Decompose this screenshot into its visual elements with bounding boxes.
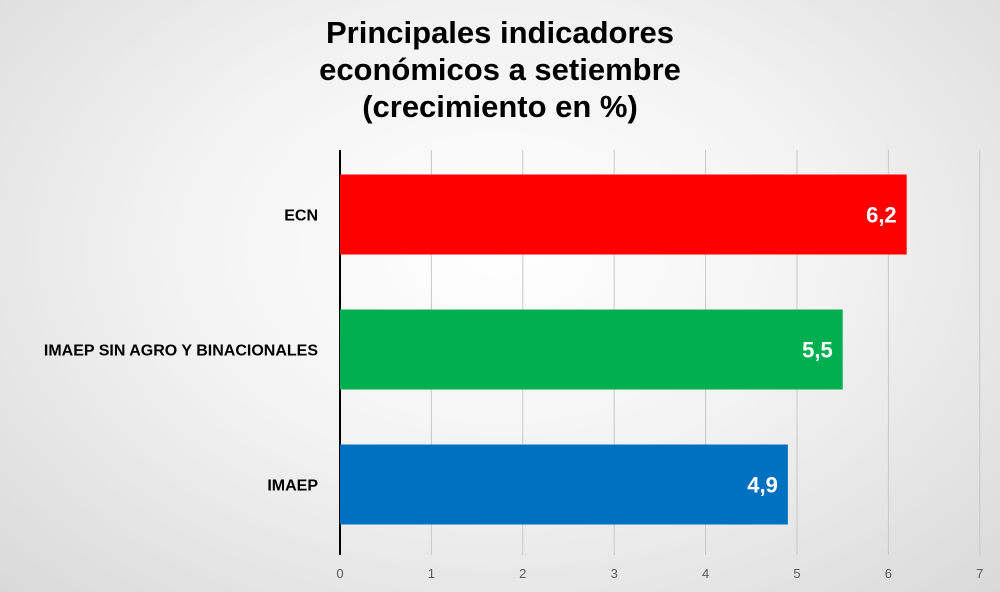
category-label: IMAEP SIN AGRO Y BINACIONALES (44, 343, 318, 360)
x-tick-label: 1 (428, 566, 435, 581)
chart-title-line-3: (crecimiento en %) (362, 89, 638, 124)
category-label: IMAEP (267, 478, 318, 495)
data-label: 6,2 (866, 203, 897, 228)
category-label: ECN (284, 208, 318, 225)
x-tick-label: 0 (336, 566, 343, 581)
chart-title: Principales indicadores económicos a set… (0, 14, 1000, 125)
x-tick-label: 3 (611, 566, 618, 581)
x-tick-label: 5 (793, 566, 800, 581)
bar (340, 444, 788, 525)
chart-title-line-2: económicos a setiembre (319, 52, 681, 87)
chart-title-line-1: Principales indicadores (325, 15, 675, 50)
data-label: 5,5 (802, 338, 833, 363)
x-tick-label: 6 (885, 566, 892, 581)
data-label: 4,9 (747, 473, 778, 498)
x-tick-label: 2 (519, 566, 526, 581)
x-tick-label: 4 (702, 566, 709, 581)
bar (340, 309, 843, 390)
bar (340, 174, 907, 255)
x-tick-label: 7 (976, 566, 983, 581)
